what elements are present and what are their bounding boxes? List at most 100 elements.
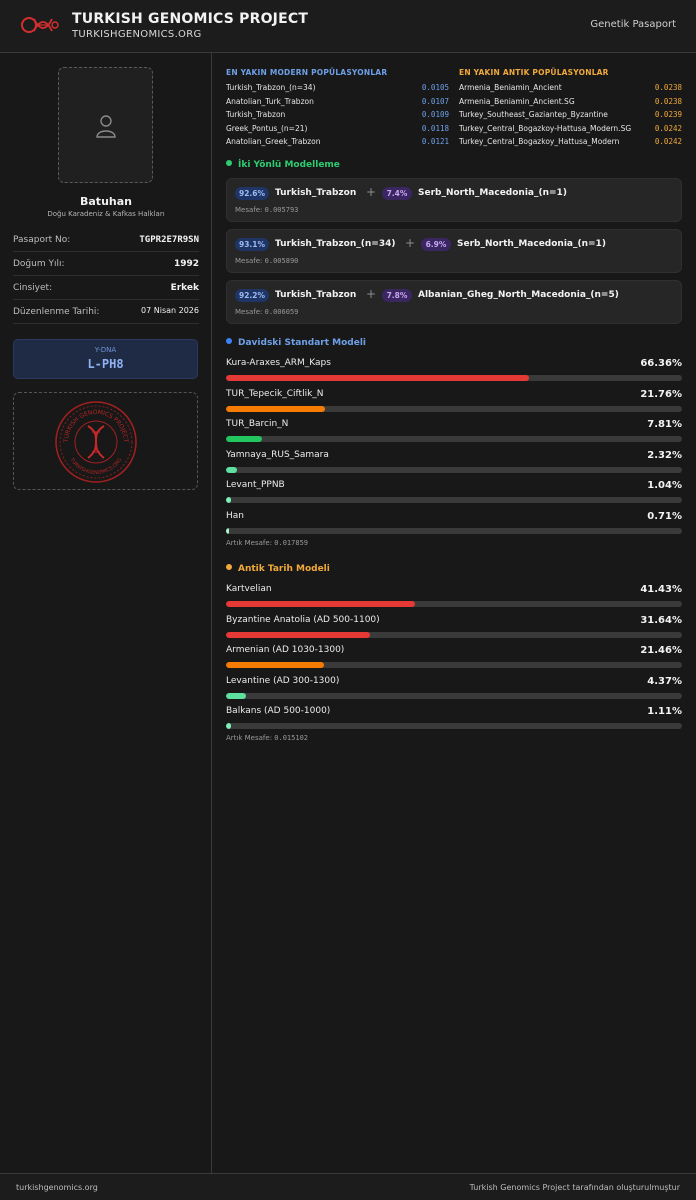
component-label: TUR_Tepecik_Ciftlik_N — [226, 388, 324, 399]
davidski-residual: Artık Mesafe: 0.017859 — [226, 539, 308, 547]
component-label: Kura-Araxes_ARM_Kaps — [226, 358, 331, 368]
field-label: Cinsiyet: — [13, 283, 53, 293]
population-distance: 0.0107 — [421, 96, 449, 106]
progress-track — [226, 723, 682, 729]
brand-title: TURKISH GENOMICS PROJECT — [72, 11, 309, 27]
progress-track — [226, 631, 682, 638]
population-name: Turkish_Trabzon_(n=34) — [275, 239, 396, 249]
field-label: Düzenlenme Tarihi: — [13, 307, 100, 317]
population-name: Turkey_Central_Bogazkoy-Hattusa_Modern.S… — [459, 123, 632, 133]
population-name: Turkish_Trabzon_(n=34) — [226, 83, 316, 92]
footer-link[interactable]: turkishgenomics.org — [16, 1183, 98, 1192]
ancestry-component: Kartvelian 41.43% — [226, 584, 682, 614]
population-distance: 0.0109 — [421, 110, 449, 119]
residual-label: Artık Mesafe: — [226, 734, 273, 742]
model-distance: Mesafe: 0.006059 — [235, 308, 298, 316]
dna-logo-icon — [21, 17, 59, 33]
population-distance: 0.0118 — [421, 123, 449, 133]
component-label: Han — [226, 510, 244, 521]
model-card: 92.2% Turkish_Trabzon +7.8% Albanian_Gheg_N… — [226, 280, 682, 324]
field-value: 1992 — [173, 259, 199, 269]
seal-box: TURKISH GENOMICS PROJECT TURKISHGENOMICS… — [13, 392, 198, 490]
component-percent: 31.64% — [640, 614, 682, 626]
official-seal-icon: TURKISH GENOMICS PROJECT TURKISHGENOMICS… — [55, 401, 137, 483]
footer-credit: Turkish Genomics Project tarafından oluş… — [469, 1183, 680, 1192]
ancestry-component: Armenian (AD 1030-1300) 21.46% — [226, 645, 682, 675]
component-percent: 21.46% — [640, 645, 682, 656]
plus-icon: + — [366, 185, 377, 199]
component-percent: 1.11% — [647, 706, 682, 717]
population-row: Turkey_Central_Bogazkoy-Hattusa_Modern.S… — [459, 124, 682, 137]
residual-value: 0.017859 — [274, 539, 308, 547]
percent-pill: 6.9% — [421, 238, 451, 251]
field-label: Pasaport No: — [13, 235, 71, 245]
distance-value: 0.005793 — [264, 206, 299, 214]
progress-fill — [226, 527, 230, 534]
population-name: Serb_North_Macedonia_(n=1) — [457, 239, 606, 249]
person-name: Batuhan — [80, 195, 132, 208]
progress-track — [226, 436, 682, 442]
ancient-model-title-text: Antik Tarih Modeli — [238, 564, 330, 574]
component-percent: 4.37% — [647, 675, 682, 687]
plus-icon: + — [366, 287, 377, 301]
population-name: Turkey_Southeast_Gaziantep_Byzantine — [459, 110, 608, 119]
percent-pill: 93.1% — [235, 238, 269, 251]
ancestry-component: Levant_PPNB 1.04% — [226, 480, 682, 510]
seal-text-bottom: TURKISHGENOMICS.ORG — [68, 456, 124, 476]
population-distance: 0.0105 — [421, 83, 449, 92]
header: TURKISH GENOMICS PROJECT TURKISHGENOMICS… — [0, 0, 696, 53]
distance-value: 0.005890 — [264, 257, 299, 265]
issue-date-row: Düzenlenme Tarihi: 07 Nisan 2026 — [13, 300, 199, 324]
population-name: Armenia_Beniamin_Ancient.SG — [459, 96, 575, 106]
ancient-model-residual: Artık Mesafe: 0.015102 — [226, 734, 308, 742]
percent-pill: 7.4% — [382, 187, 412, 200]
population-row: Turkey_Southeast_Gaziantep_Byzantine 0.02… — [459, 110, 682, 123]
progress-fill — [226, 497, 231, 503]
percent-pill: 7.8% — [382, 289, 412, 302]
footer: turkishgenomics.org Turkish Genomics Pro… — [0, 1173, 696, 1200]
ydna-value: L-PH8 — [87, 357, 124, 371]
component-percent: 21.76% — [640, 388, 682, 400]
residual-value: 0.015102 — [274, 734, 308, 742]
population-name: Turkish_Trabzon — [275, 290, 357, 300]
progress-track — [226, 692, 682, 699]
ydna-haplogroup-card: Y-DNA L-PH8 — [13, 339, 198, 379]
component-label: Levant_PPNB — [226, 480, 285, 490]
model-card: 93.1% Turkish_Trabzon_(n=34) +6.9% Serb_Nor… — [226, 229, 682, 273]
component-label: Yamnaya_RUS_Samara — [226, 449, 329, 460]
distance-value: 0.006059 — [264, 308, 299, 316]
ancestry-component: Han 0.71% — [226, 511, 682, 541]
component-label: Balkans (AD 500-1000) — [226, 706, 331, 716]
results-panel: EN YAKIN MODERN POPÜLASYONLAR Turkish_Tr… — [212, 53, 696, 1173]
population-name: Armenia_Beniamin_Ancient — [459, 83, 562, 92]
component-label: Levantine (AD 300-1300) — [226, 675, 340, 686]
population-distance: 0.0242 — [654, 123, 682, 133]
component-percent: 41.43% — [640, 584, 682, 595]
birth-year-row: Doğum Yılı: 1992 — [13, 252, 199, 276]
progress-fill — [226, 723, 232, 729]
distance-label: Mesafe: — [235, 308, 263, 316]
page-type-label: Genetik Pasaport — [590, 19, 676, 30]
component-label: Byzantine Anatolia (AD 500-1100) — [226, 614, 380, 625]
brand-url[interactable]: TURKISHGENOMICS.ORG — [72, 29, 202, 40]
population-distance: 0.0238 — [654, 96, 682, 106]
population-name: Turkish_Trabzon — [226, 110, 286, 119]
progress-track — [226, 527, 682, 534]
population-row: Anatolian_Turk_Trabzon 0.0107 — [226, 97, 449, 110]
section-dot-icon — [226, 338, 232, 344]
percent-pill: 92.6% — [235, 187, 269, 200]
davidski-section-title: Davidski Standart Modeli — [226, 338, 366, 348]
component-percent: 0.71% — [647, 510, 682, 522]
progress-fill — [226, 436, 262, 442]
ydna-label: Y-DNA — [94, 346, 117, 354]
model-distance: Mesafe: 0.005890 — [235, 257, 298, 265]
distance-label: Mesafe: — [235, 206, 263, 214]
population-name: Greek_Pontus_(n=21) — [226, 123, 308, 133]
ancestry-component: TUR_Tepecik_Ciftlik_N 21.76% — [226, 389, 682, 419]
ancient-model-section-title: Antik Tarih Modeli — [226, 564, 330, 574]
component-percent: 2.32% — [647, 449, 682, 461]
ancestry-component: TUR_Barcin_N 7.81% — [226, 419, 682, 449]
user-icon — [96, 115, 116, 138]
population-row: Anatolian_Greek_Trabzon 0.0121 — [226, 137, 449, 150]
population-row: Turkish_Trabzon 0.0109 — [226, 110, 449, 123]
